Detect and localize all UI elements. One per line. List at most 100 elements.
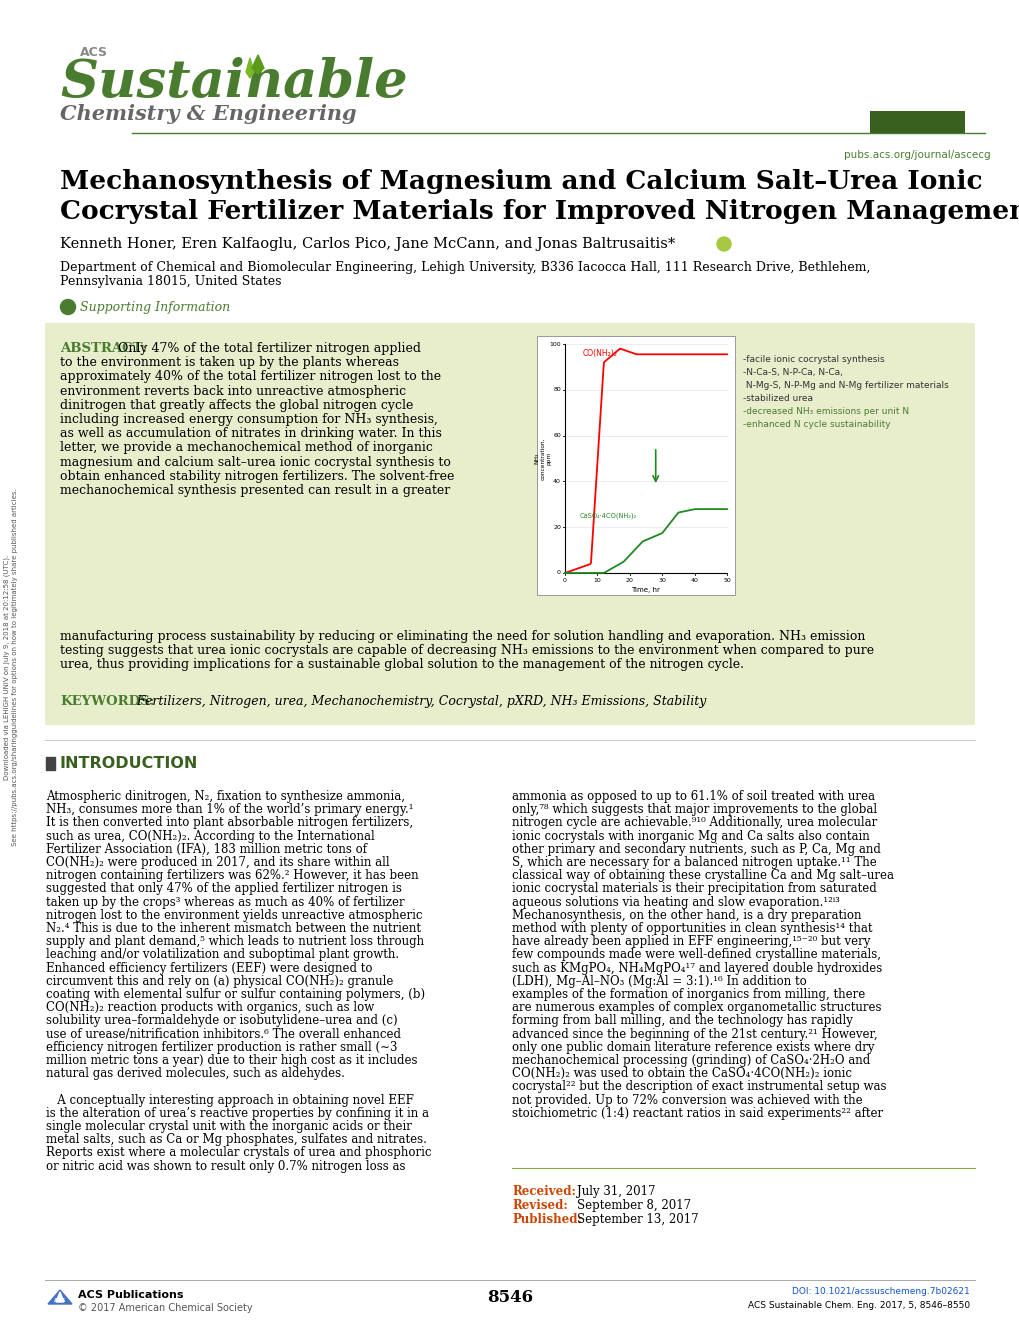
Text: such as KMgPO₄, NH₄MgPO₄¹⁷ and layered double hydroxides: such as KMgPO₄, NH₄MgPO₄¹⁷ and layered d… [512,962,881,975]
Text: use of urease/nitrification inhibitors.⁶ The overall enhanced: use of urease/nitrification inhibitors.⁶… [46,1027,400,1041]
Text: such as urea, CO(NH₂)₂. According to the International: such as urea, CO(NH₂)₂. According to the… [46,830,374,843]
Text: other primary and secondary nutrients, such as P, Ca, Mg and: other primary and secondary nutrients, s… [512,843,880,856]
Text: September 13, 2017: September 13, 2017 [577,1213,698,1226]
Text: single molecular crystal unit with the inorganic acids or their: single molecular crystal unit with the i… [46,1121,412,1133]
Text: classical way of obtaining these crystalline Ca and Mg salt–urea: classical way of obtaining these crystal… [512,870,893,882]
Text: Time, hr: Time, hr [631,587,659,594]
Text: Chemistry & Engineering: Chemistry & Engineering [60,104,357,124]
Text: INTRODUCTION: INTRODUCTION [60,755,198,771]
Text: CO(NH₂)₂ were produced in 2017, and its share within all: CO(NH₂)₂ were produced in 2017, and its … [46,856,389,868]
Text: advanced since the beginning of the 21st century.²¹ However,: advanced since the beginning of the 21st… [512,1027,876,1041]
Text: solubility urea–formaldehyde or isobutylidene–urea and (c): solubility urea–formaldehyde or isobutyl… [46,1014,397,1027]
Text: Fertilizers, Nitrogen, urea, Mechanochemistry, Cocrystal, pXRD, NH₃ Emissions, S: Fertilizers, Nitrogen, urea, Mechanochem… [132,695,706,708]
Text: ionic cocrystal materials is their precipitation from saturated: ionic cocrystal materials is their preci… [512,882,876,895]
Text: -N-Ca-S, N-P-Ca, N-Ca,: -N-Ca-S, N-P-Ca, N-Ca, [742,368,842,378]
Text: Fertilizer Association (IFA), 183 million metric tons of: Fertilizer Association (IFA), 183 millio… [46,843,367,856]
Text: efficiency nitrogen fertilizer production is rather small (∼3: efficiency nitrogen fertilizer productio… [46,1041,397,1054]
Text: 0: 0 [556,571,560,575]
Text: cocrystal²² but the description of exact instrumental setup was: cocrystal²² but the description of exact… [512,1081,886,1094]
Text: 10: 10 [593,578,600,583]
Text: testing suggests that urea ionic cocrystals are capable of decreasing NH₃ emissi: testing suggests that urea ionic cocryst… [60,644,873,658]
Bar [45,323,974,724]
Text: obtain enhanced stability nitrogen fertilizers. The solvent-free: obtain enhanced stability nitrogen ferti… [60,470,453,483]
Text: Downloaded via LEHIGH UNIV on July 9, 2018 at 20:12:58 (UTC).
See https://pubs.a: Downloaded via LEHIGH UNIV on July 9, 20… [4,488,18,846]
Text: Received:: Received: [512,1185,576,1198]
Text: ACS: ACS [54,1298,66,1302]
Text: Cocrystal Fertilizer Materials for Improved Nitrogen Management: Cocrystal Fertilizer Materials for Impro… [60,200,1019,224]
Text: is the alteration of urea’s reactive properties by confining it in a: is the alteration of urea’s reactive pro… [46,1107,429,1119]
Text: approximately 40% of the total fertilizer nitrogen lost to the: approximately 40% of the total fertilize… [60,371,440,383]
Text: 60: 60 [552,434,560,438]
Text: CO(NH₂)₂ was used to obtain the CaSO₄·4CO(NH₂)₂ ionic: CO(NH₂)₂ was used to obtain the CaSO₄·4C… [512,1067,851,1081]
Text: September 8, 2017: September 8, 2017 [577,1199,691,1213]
Text: method with plenty of opportunities in clean synthesis¹⁴ that: method with plenty of opportunities in c… [512,922,871,935]
Text: It is then converted into plant absorbable nitrogen fertilizers,: It is then converted into plant absorbab… [46,816,413,830]
Text: mechanochemical synthesis presented can result in a greater: mechanochemical synthesis presented can … [60,484,449,498]
Text: Reports exist where a molecular crystals of urea and phosphoric: Reports exist where a molecular crystals… [46,1146,431,1159]
Text: iD: iD [719,241,727,247]
Text: ACS Publications: ACS Publications [77,1290,183,1301]
Text: 80: 80 [552,387,560,392]
Text: are numerous examples of complex organometallic structures: are numerous examples of complex organom… [512,1002,880,1014]
Text: leaching and/or volatilization and suboptimal plant growth.: leaching and/or volatilization and subop… [46,948,398,962]
Text: 8546: 8546 [486,1289,533,1306]
Text: -stabilized urea: -stabilized urea [742,394,812,403]
Text: as well as accumulation of nitrates in drinking water. In this: as well as accumulation of nitrates in d… [60,427,441,440]
Text: NH₃, consumes more than 1% of the world’s primary energy.¹: NH₃, consumes more than 1% of the world’… [46,803,413,816]
Text: million metric tons a year) due to their high cost as it includes: million metric tons a year) due to their… [46,1054,417,1067]
Text: Pennsylvania 18015, United States: Pennsylvania 18015, United States [60,276,281,288]
Text: S: S [64,301,71,312]
Circle shape [60,300,75,315]
Bar [869,111,964,133]
Text: Supporting Information: Supporting Information [79,300,230,313]
Circle shape [716,237,731,251]
Text: circumvent this and rely on (a) physical CO(NH₂)₂ granule: circumvent this and rely on (a) physical… [46,975,393,987]
Text: Sustainable: Sustainable [60,57,408,108]
Text: nitrogen cycle are achievable.⁹¹⁰ Additionally, urea molecular: nitrogen cycle are achievable.⁹¹⁰ Additi… [512,816,876,830]
Text: 40: 40 [690,578,698,583]
Text: 0: 0 [562,578,567,583]
Text: examples of the formation of inorganics from milling, there: examples of the formation of inorganics … [512,988,864,1000]
Text: Department of Chemical and Biomolecular Engineering, Lehigh University, B336 Iac: Department of Chemical and Biomolecular … [60,261,869,275]
Text: A conceptually interesting approach in obtaining novel EEF: A conceptually interesting approach in o… [46,1094,414,1107]
Text: Mechanosynthesis, on the other hand, is a dry preparation: Mechanosynthesis, on the other hand, is … [512,908,861,922]
Text: -decreased NH₃ emissions per unit N: -decreased NH₃ emissions per unit N [742,407,908,416]
Text: Atmospheric dinitrogen, N₂, fixation to synthesize ammonia,: Atmospheric dinitrogen, N₂, fixation to … [46,790,405,803]
Text: to the environment is taken up by the plants whereas: to the environment is taken up by the pl… [60,356,398,370]
Text: Kenneth Honer, Eren Kalfaoglu, Carlos Pico, Jane McCann, and Jonas Baltrusaitis*: Kenneth Honer, Eren Kalfaoglu, Carlos Pi… [60,237,675,251]
Text: Enhanced efficiency fertilizers (EEF) were designed to: Enhanced efficiency fertilizers (EEF) we… [46,962,372,975]
Text: -facile ionic cocrystal synthesis: -facile ionic cocrystal synthesis [742,355,883,364]
Text: ACS Sustainable Chem. Eng. 2017, 5, 8546–8550: ACS Sustainable Chem. Eng. 2017, 5, 8546… [747,1301,969,1310]
Text: N₂.⁴ This is due to the inherent mismatch between the nutrient: N₂.⁴ This is due to the inherent mismatc… [46,922,421,935]
Text: aqueous solutions via heating and slow evaporation.¹²ⁱ³: aqueous solutions via heating and slow e… [512,895,839,908]
Text: NH₃
concentration,
ppm: NH₃ concentration, ppm [534,438,550,480]
Text: Revised:: Revised: [512,1199,568,1213]
Text: only,⁷⁸ which suggests that major improvements to the global: only,⁷⁸ which suggests that major improv… [512,803,876,816]
Text: stoichiometric (1:4) reactant ratios in said experiments²² after: stoichiometric (1:4) reactant ratios in … [512,1107,882,1119]
Text: nitrogen containing fertilizers was 62%.² However, it has been: nitrogen containing fertilizers was 62%.… [46,870,418,882]
Text: (LDH), Mg–Al–NO₃ (Mg:Al = 3:1).¹⁶ In addition to: (LDH), Mg–Al–NO₃ (Mg:Al = 3:1).¹⁶ In add… [512,975,806,987]
Text: only one public domain literature reference exists where dry: only one public domain literature refere… [512,1041,873,1054]
Text: 20: 20 [626,578,633,583]
Text: CO(NH₂)₂ reaction products with organics, such as low: CO(NH₂)₂ reaction products with organics… [46,1002,374,1014]
Text: including increased energy consumption for NH₃ synthesis,: including increased energy consumption f… [60,414,437,426]
Text: © 2017 American Chemical Society: © 2017 American Chemical Society [77,1303,253,1313]
Text: ionic cocrystals with inorganic Mg and Ca salts also contain: ionic cocrystals with inorganic Mg and C… [512,830,869,843]
Text: CaSO₄·4CO(NH₂)₂: CaSO₄·4CO(NH₂)₂ [580,512,637,519]
Text: environment reverts back into unreactive atmospheric: environment reverts back into unreactive… [60,384,406,398]
Text: Letter: Letter [896,116,936,128]
Text: 100: 100 [549,342,560,347]
Text: not provided. Up to 72% conversion was achieved with the: not provided. Up to 72% conversion was a… [512,1094,862,1107]
Text: mechanochemical processing (grinding) of CaSO₄·2H₂O and: mechanochemical processing (grinding) of… [512,1054,869,1067]
Bar [46,756,55,770]
Text: supply and plant demand,⁵ which leads to nutrient loss through: supply and plant demand,⁵ which leads to… [46,935,424,948]
Text: N-Mg-S, N-P-Mg and N-Mg fertilizer materials: N-Mg-S, N-P-Mg and N-Mg fertilizer mater… [742,382,948,390]
Text: 20: 20 [552,524,560,530]
Polygon shape [246,57,254,77]
Text: or nitric acid was shown to result only 0.7% nitrogen loss as: or nitric acid was shown to result only … [46,1159,406,1173]
Text: few compounds made were well-defined crystalline materials,: few compounds made were well-defined cry… [512,948,880,962]
Bar [536,336,735,595]
Text: CO(NH₂)₂: CO(NH₂)₂ [583,350,618,358]
Text: dinitrogen that greatly affects the global nitrogen cycle: dinitrogen that greatly affects the glob… [60,399,413,412]
Text: natural gas derived molecules, such as aldehydes.: natural gas derived molecules, such as a… [46,1067,344,1081]
